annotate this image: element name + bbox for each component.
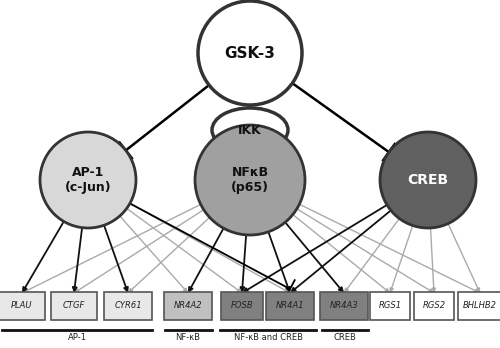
Text: NF-κB and CREB: NF-κB and CREB xyxy=(234,333,302,342)
FancyBboxPatch shape xyxy=(164,292,212,320)
Text: NR4A1: NR4A1 xyxy=(276,301,304,310)
Text: FOSB: FOSB xyxy=(230,301,254,310)
FancyBboxPatch shape xyxy=(370,292,410,320)
FancyBboxPatch shape xyxy=(414,292,454,320)
Circle shape xyxy=(198,1,302,105)
Circle shape xyxy=(40,132,136,228)
Text: IKK: IKK xyxy=(238,124,262,136)
FancyBboxPatch shape xyxy=(0,292,45,320)
FancyBboxPatch shape xyxy=(221,292,263,320)
FancyBboxPatch shape xyxy=(266,292,314,320)
Text: BHLHB2: BHLHB2 xyxy=(463,301,497,310)
FancyBboxPatch shape xyxy=(104,292,152,320)
Ellipse shape xyxy=(212,108,288,152)
Text: NFκB
(p65): NFκB (p65) xyxy=(231,166,269,194)
Text: CREB: CREB xyxy=(408,173,449,187)
Circle shape xyxy=(380,132,476,228)
FancyBboxPatch shape xyxy=(51,292,97,320)
Text: PLAU: PLAU xyxy=(11,301,33,310)
Text: NR4A2: NR4A2 xyxy=(174,301,203,310)
Text: AP-1
(c-Jun): AP-1 (c-Jun) xyxy=(64,166,112,194)
Text: CYR61: CYR61 xyxy=(114,301,142,310)
Text: RGS1: RGS1 xyxy=(378,301,402,310)
Text: NR4A3: NR4A3 xyxy=(330,301,358,310)
Circle shape xyxy=(195,125,305,235)
Text: CTGF: CTGF xyxy=(63,301,85,310)
Text: RGS2: RGS2 xyxy=(422,301,446,310)
Text: GSK-3: GSK-3 xyxy=(224,46,276,61)
FancyBboxPatch shape xyxy=(320,292,368,320)
Text: NF-κB: NF-κB xyxy=(176,333,201,342)
Text: AP-1: AP-1 xyxy=(68,333,86,342)
FancyBboxPatch shape xyxy=(458,292,500,320)
Text: CREB: CREB xyxy=(334,333,356,342)
